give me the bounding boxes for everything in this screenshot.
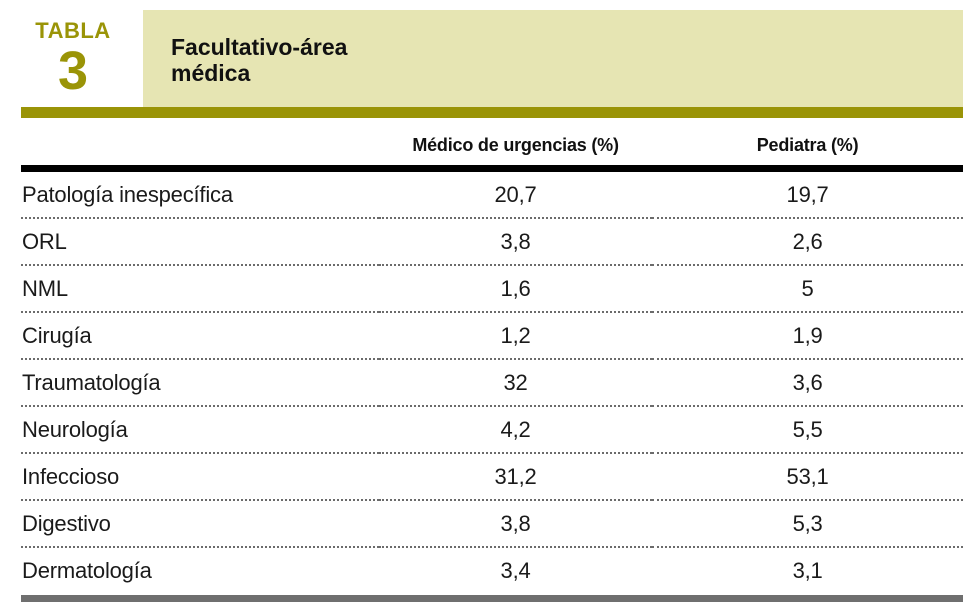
table-row: Digestivo 3,8 5,3 — [21, 499, 963, 547]
value-cell-urgencias: 32 — [378, 358, 653, 406]
bottom-bar — [21, 595, 963, 602]
value-cell-pediatra: 19,7 — [786, 181, 829, 207]
title-band: Facultativo-área médica — [143, 10, 963, 107]
row-label-cell: Traumatología — [21, 358, 379, 406]
row-label-cell: Digestivo — [21, 499, 379, 547]
table-row: Infeccioso 31,2 53,1 — [21, 452, 963, 500]
value-cell-pediatra: 3,1 — [652, 546, 963, 593]
value-cell-urgencias: 31,2 — [378, 452, 653, 500]
accent-bar — [21, 107, 963, 118]
column-header-pediatra: Pediatra (%) — [652, 125, 963, 172]
row-label-cell: ORL — [21, 217, 379, 265]
facultativo-table: Médico de urgencias (%) Pediatra (%) Pat… — [21, 125, 963, 593]
table-body: Patología inespecífica 20,7 19,7 ORL 3,8 2,6 N… — [21, 169, 963, 593]
table-row: Patología inespecífica 20,7 19,7 — [21, 169, 963, 219]
table-title: Facultativo-área médica — [171, 34, 348, 87]
value-cell-urgencias: 1,2 — [378, 311, 653, 359]
table-row: Traumatología 32 3,6 — [21, 358, 963, 406]
value-cell-urgencias: 20,7 — [494, 181, 537, 207]
header-row: Médico de urgencias (%) Pediatra (%) — [21, 125, 963, 172]
table-badge-number: 3 — [57, 41, 89, 101]
value-cell-urgencias: 3,8 — [378, 499, 653, 547]
table-badge-label: TABLA — [35, 18, 111, 43]
value-cell-urgencias: 4,2 — [378, 405, 653, 453]
value-cell-pediatra: 1,9 — [652, 311, 963, 359]
column-header-urgencias: Médico de urgencias (%) — [378, 125, 653, 172]
value-cell-pediatra: 2,6 — [652, 217, 963, 265]
row-label-cell: Infeccioso — [21, 452, 379, 500]
column-header-rowlabel — [21, 125, 379, 172]
value-cell-pediatra: 53,1 — [652, 452, 963, 500]
row-label-cell: Patología inespecífica — [22, 181, 233, 207]
value-cell-pediatra: 5 — [652, 264, 963, 312]
table-row: Cirugía 1,2 1,9 — [21, 311, 963, 359]
value-cell-urgencias: 1,6 — [378, 264, 653, 312]
data-table: Médico de urgencias (%) Pediatra (%) Pat… — [21, 125, 963, 602]
table-row: Neurología 4,2 5,5 — [21, 405, 963, 453]
table-badge: TABLA 3 — [28, 18, 118, 101]
table-row: Dermatología 3,4 3,1 — [21, 546, 963, 593]
value-cell-urgencias: 3,8 — [378, 217, 653, 265]
value-cell-pediatra: 5,5 — [652, 405, 963, 453]
row-label-cell: Cirugía — [21, 311, 379, 359]
row-label-cell: NML — [21, 264, 379, 312]
table-row: ORL 3,8 2,6 — [21, 217, 963, 265]
value-cell-pediatra: 5,3 — [652, 499, 963, 547]
row-label-cell: Dermatología — [21, 546, 379, 593]
value-cell-urgencias: 3,4 — [378, 546, 653, 593]
value-cell-pediatra: 3,6 — [652, 358, 963, 406]
row-label-cell: Neurología — [21, 405, 379, 453]
table-row: NML 1,6 5 — [21, 264, 963, 312]
table-header: Médico de urgencias (%) Pediatra (%) — [21, 125, 963, 172]
